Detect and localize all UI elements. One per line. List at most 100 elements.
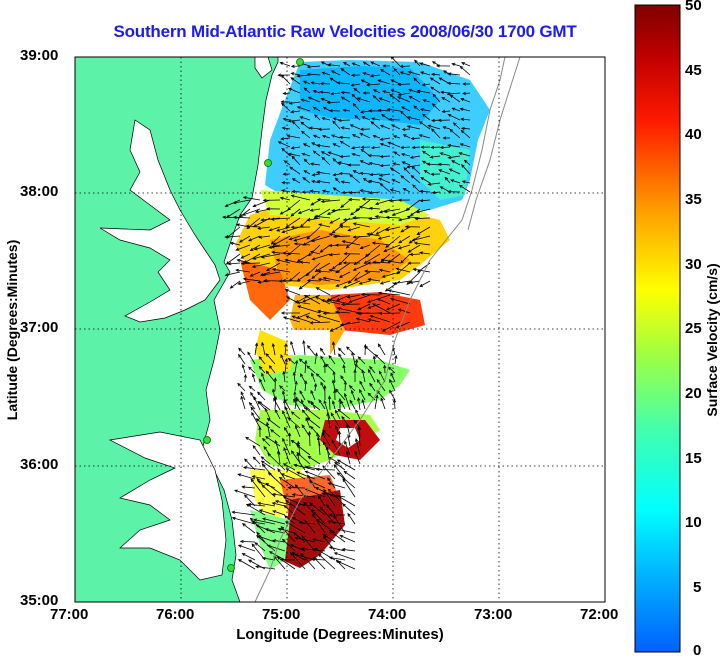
velocity-arrow bbox=[266, 262, 281, 271]
velocity-arrow bbox=[272, 268, 291, 273]
velocity-arrowhead bbox=[320, 199, 325, 204]
velocity-arrowhead bbox=[248, 385, 253, 390]
velocity-arrowhead bbox=[413, 105, 418, 109]
colorbar-tick-label: 50 bbox=[685, 0, 702, 14]
velocity-arrowhead bbox=[397, 82, 402, 87]
velocity-arrowhead bbox=[351, 134, 356, 138]
velocity-arrowhead bbox=[310, 389, 314, 394]
velocity-arrow bbox=[235, 244, 251, 251]
velocity-arrow bbox=[389, 379, 396, 392]
velocity-arrowhead bbox=[290, 411, 295, 415]
velocity-arrow bbox=[428, 182, 441, 185]
velocity-arrowhead bbox=[397, 218, 402, 222]
velocity-arrowhead bbox=[319, 82, 324, 86]
velocity-arrowhead bbox=[458, 152, 463, 156]
velocity-arrowhead bbox=[331, 379, 336, 384]
velocity-arrowhead bbox=[406, 165, 411, 169]
velocity-arrowhead bbox=[419, 108, 424, 112]
velocity-arrow bbox=[320, 91, 331, 94]
velocity-arrowhead bbox=[321, 432, 326, 436]
velocity-arrow bbox=[417, 90, 431, 94]
y-tick-label: 37:00 bbox=[20, 319, 59, 336]
velocity-arrowhead bbox=[317, 277, 322, 282]
velocity-arrowhead bbox=[291, 552, 296, 556]
velocity-arrow bbox=[312, 173, 321, 176]
velocity-arrow bbox=[340, 199, 351, 208]
colorbar-tick-label: 0 bbox=[693, 642, 702, 659]
velocity-arrow bbox=[261, 217, 281, 221]
velocity-arrowhead bbox=[437, 118, 442, 122]
velocity-arrowhead bbox=[461, 163, 465, 168]
velocity-arrow bbox=[460, 66, 471, 76]
velocity-arrow bbox=[250, 244, 261, 251]
velocity-arrowhead bbox=[377, 108, 382, 113]
velocity-arrowhead bbox=[375, 201, 379, 206]
velocity-arrowhead bbox=[281, 181, 286, 185]
velocity-arrow bbox=[360, 148, 371, 157]
velocity-arrowhead bbox=[300, 552, 304, 557]
velocity-arrowhead bbox=[397, 198, 402, 202]
colorbar-tick-label: 15 bbox=[685, 450, 702, 467]
velocity-arrowhead bbox=[229, 285, 234, 289]
velocity-arrowhead bbox=[270, 429, 274, 433]
x-tick-label: 75:00 bbox=[262, 606, 301, 623]
velocity-arrow bbox=[363, 178, 371, 184]
velocity-arrowhead bbox=[302, 339, 306, 344]
velocity-arrow bbox=[248, 235, 261, 242]
velocity-arrow bbox=[322, 72, 331, 76]
velocity-arrow bbox=[323, 534, 336, 543]
velocity-arrowhead bbox=[278, 476, 283, 481]
velocity-arrow bbox=[311, 235, 331, 242]
velocity-arrowhead bbox=[300, 547, 305, 551]
velocity-arrow bbox=[240, 391, 246, 401]
velocity-arrow bbox=[307, 73, 321, 76]
velocity-arrow bbox=[305, 417, 311, 429]
velocity-arrow bbox=[340, 140, 351, 148]
velocity-arrow bbox=[378, 343, 386, 356]
velocity-arrowhead bbox=[460, 98, 465, 102]
velocity-arrow bbox=[287, 135, 301, 139]
velocity-arrowhead bbox=[332, 120, 336, 125]
velocity-arrowhead bbox=[366, 299, 371, 303]
velocity-arrowhead bbox=[368, 191, 373, 195]
velocity-arrow bbox=[292, 315, 311, 323]
velocity-arrowhead bbox=[258, 235, 263, 239]
velocity-arrow bbox=[430, 155, 441, 158]
velocity-arrow bbox=[383, 244, 401, 252]
velocity-arrowhead bbox=[462, 82, 467, 86]
velocity-arrow bbox=[335, 177, 341, 184]
velocity-arrow bbox=[330, 217, 341, 224]
velocity-arrow bbox=[335, 388, 346, 401]
velocity-arrowhead bbox=[283, 398, 287, 403]
velocity-arrow bbox=[250, 271, 261, 277]
velocity-arrow bbox=[318, 270, 331, 273]
velocity-arrow bbox=[410, 175, 421, 184]
velocity-arrow bbox=[379, 183, 391, 193]
velocity-arrow bbox=[302, 177, 311, 184]
velocity-arrow bbox=[370, 173, 381, 176]
velocity-arrowhead bbox=[368, 216, 373, 221]
velocity-arrowhead bbox=[314, 268, 319, 272]
velocity-arrow bbox=[412, 184, 421, 193]
velocity-arrow bbox=[310, 163, 321, 166]
velocity-arrowhead bbox=[224, 273, 229, 277]
velocity-arrowhead bbox=[406, 116, 411, 120]
velocity-arrow bbox=[296, 312, 311, 319]
velocity-arrowhead bbox=[447, 143, 452, 148]
velocity-arrowhead bbox=[250, 406, 254, 411]
velocity-arrow bbox=[303, 501, 316, 516]
velocity-arrow bbox=[238, 473, 256, 480]
velocity-arrowhead bbox=[411, 145, 416, 150]
velocity-arrow bbox=[333, 464, 346, 480]
velocity-arrowhead bbox=[328, 243, 333, 248]
velocity-arrow bbox=[288, 358, 296, 365]
velocity-arrow bbox=[303, 143, 311, 148]
x-tick-label: 74:00 bbox=[368, 606, 407, 623]
velocity-arrowhead bbox=[429, 155, 434, 159]
velocity-arrow bbox=[380, 164, 391, 167]
velocity-arrow bbox=[432, 191, 441, 194]
velocity-arrowhead bbox=[337, 408, 342, 413]
velocity-arrowhead bbox=[342, 261, 347, 265]
velocity-arrowhead bbox=[385, 244, 389, 248]
velocity-arrow bbox=[240, 541, 256, 543]
